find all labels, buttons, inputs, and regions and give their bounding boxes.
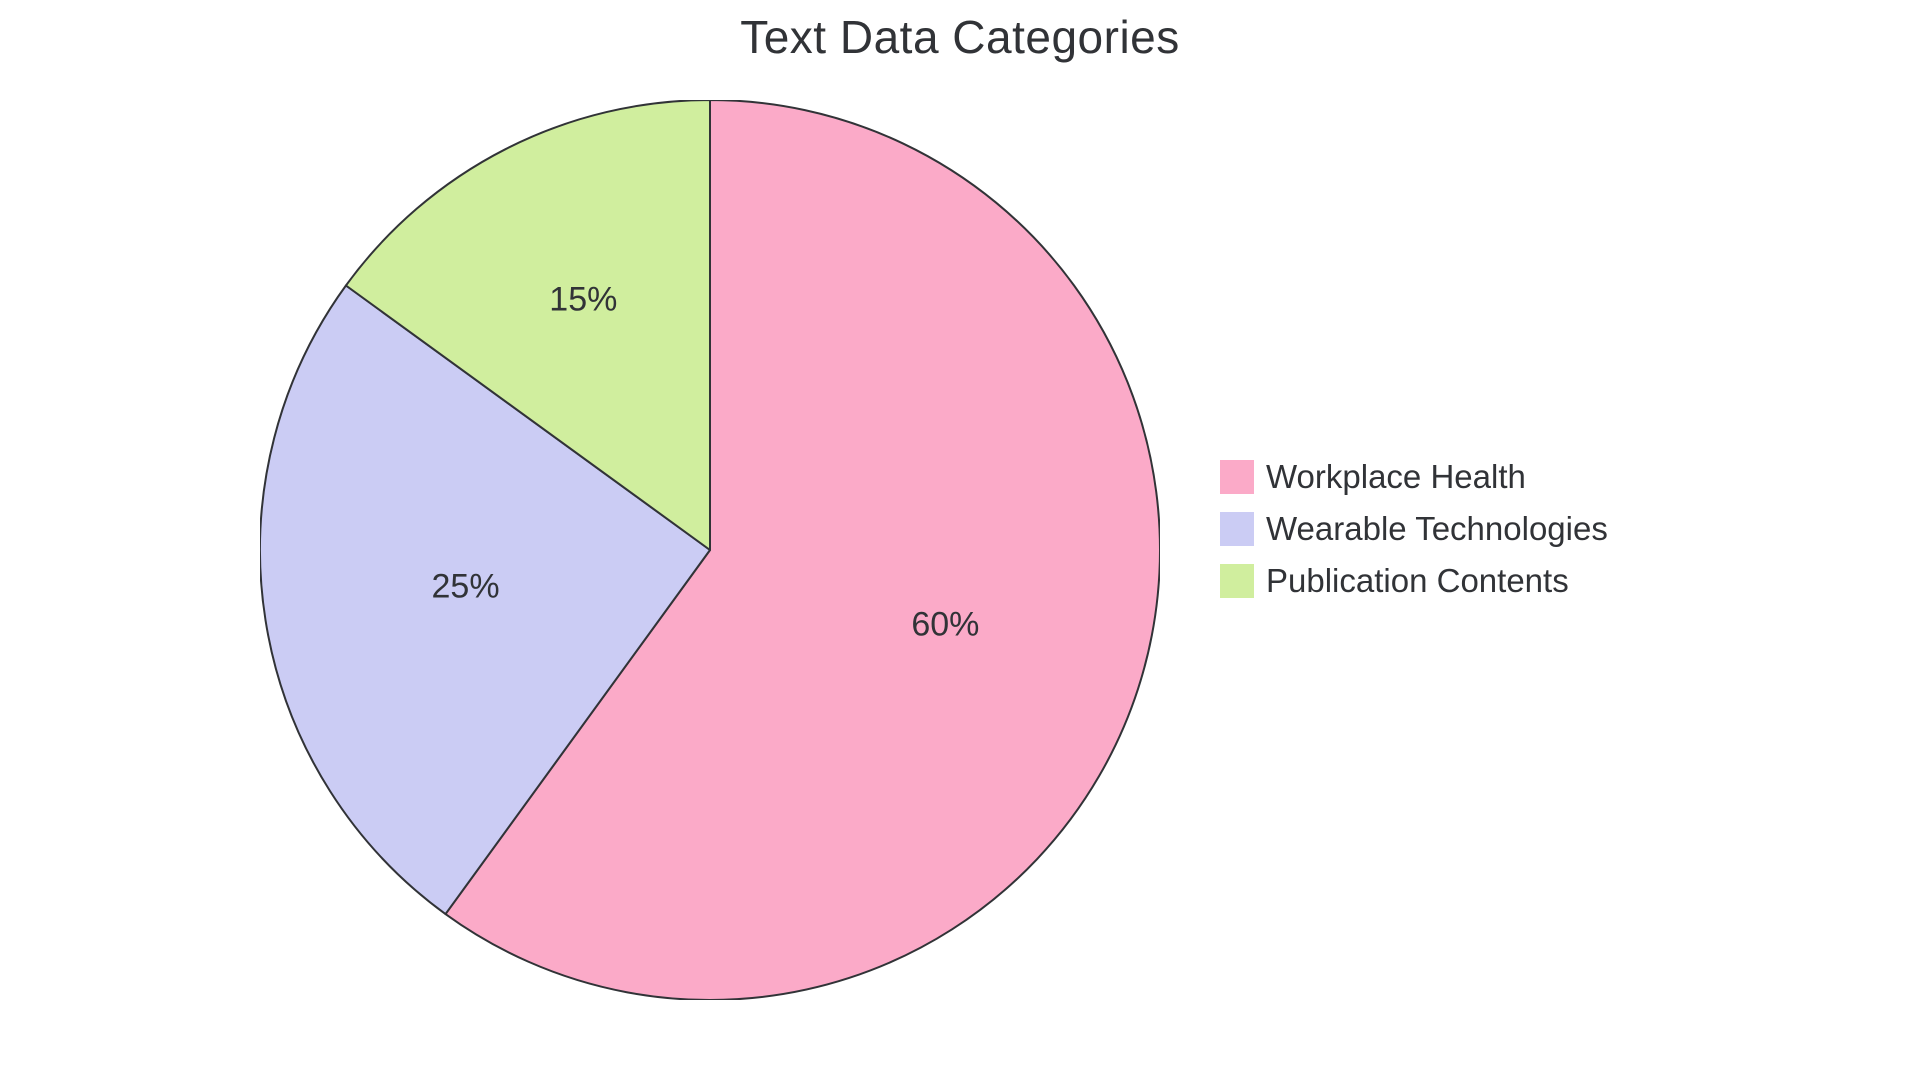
pie-slice-label-1: 25% <box>432 568 500 606</box>
legend-swatch-1 <box>1220 512 1254 546</box>
legend: Workplace Health Wearable Technologies Pub… <box>1220 458 1608 600</box>
legend-item-0: Workplace Health <box>1220 458 1608 496</box>
legend-label-1: Wearable Technologies <box>1266 510 1608 548</box>
legend-item-1: Wearable Technologies <box>1220 510 1608 548</box>
chart-title: Text Data Categories <box>0 10 1920 64</box>
pie-slice-label-2: 15% <box>549 280 617 318</box>
chart-stage: Text Data Categories 60% 25% 15% Workplace… <box>0 0 1920 1080</box>
pie-chart: 60% 25% 15% <box>260 100 1160 1000</box>
legend-label-2: Publication Contents <box>1266 562 1569 600</box>
legend-label-0: Workplace Health <box>1266 458 1526 496</box>
legend-swatch-0 <box>1220 460 1254 494</box>
legend-swatch-2 <box>1220 564 1254 598</box>
pie-slice-label-0: 60% <box>911 605 979 643</box>
legend-item-2: Publication Contents <box>1220 562 1608 600</box>
